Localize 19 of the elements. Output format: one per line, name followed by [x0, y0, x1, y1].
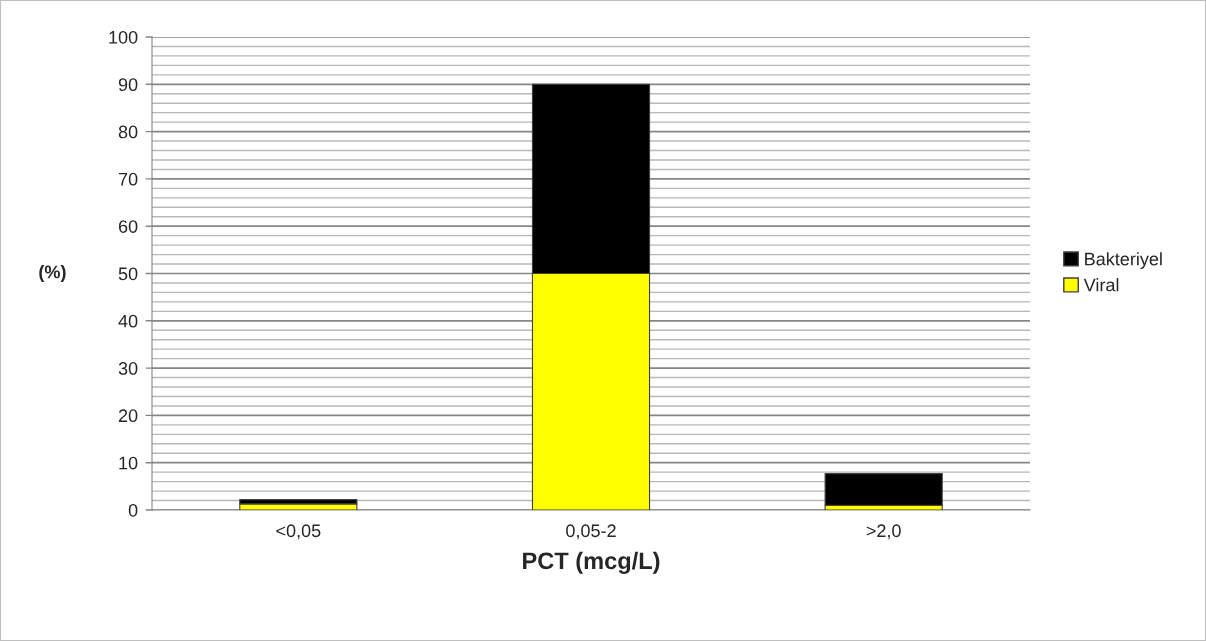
- legend-label: Viral: [1083, 278, 1119, 292]
- y-tick-label: 30: [118, 362, 138, 375]
- y-tick-label: 0: [128, 503, 138, 517]
- legend-label: Bakteriyel: [1085, 252, 1162, 269]
- y-tick-label: 20: [118, 409, 138, 423]
- y-tick-label: 100: [109, 30, 138, 44]
- y-tick-label: 50: [118, 267, 138, 281]
- bar: [824, 473, 943, 506]
- x-axis-title: PCT (mcg/L): [523, 551, 660, 574]
- y-axis-title: (%): [39, 265, 66, 282]
- x-tick-label: 0,05-2: [566, 524, 616, 540]
- y-tick-label: 90: [118, 78, 138, 92]
- y-tick-label: 60: [118, 220, 138, 233]
- y-tick-label: 10: [119, 456, 138, 470]
- y-tick-label: 70: [118, 172, 138, 186]
- y-tick-label: 80: [118, 125, 138, 139]
- x-tick-label: <0,05: [276, 524, 321, 540]
- y-tick-label: 40: [118, 314, 138, 328]
- x-tick-label: >2,0: [866, 524, 901, 540]
